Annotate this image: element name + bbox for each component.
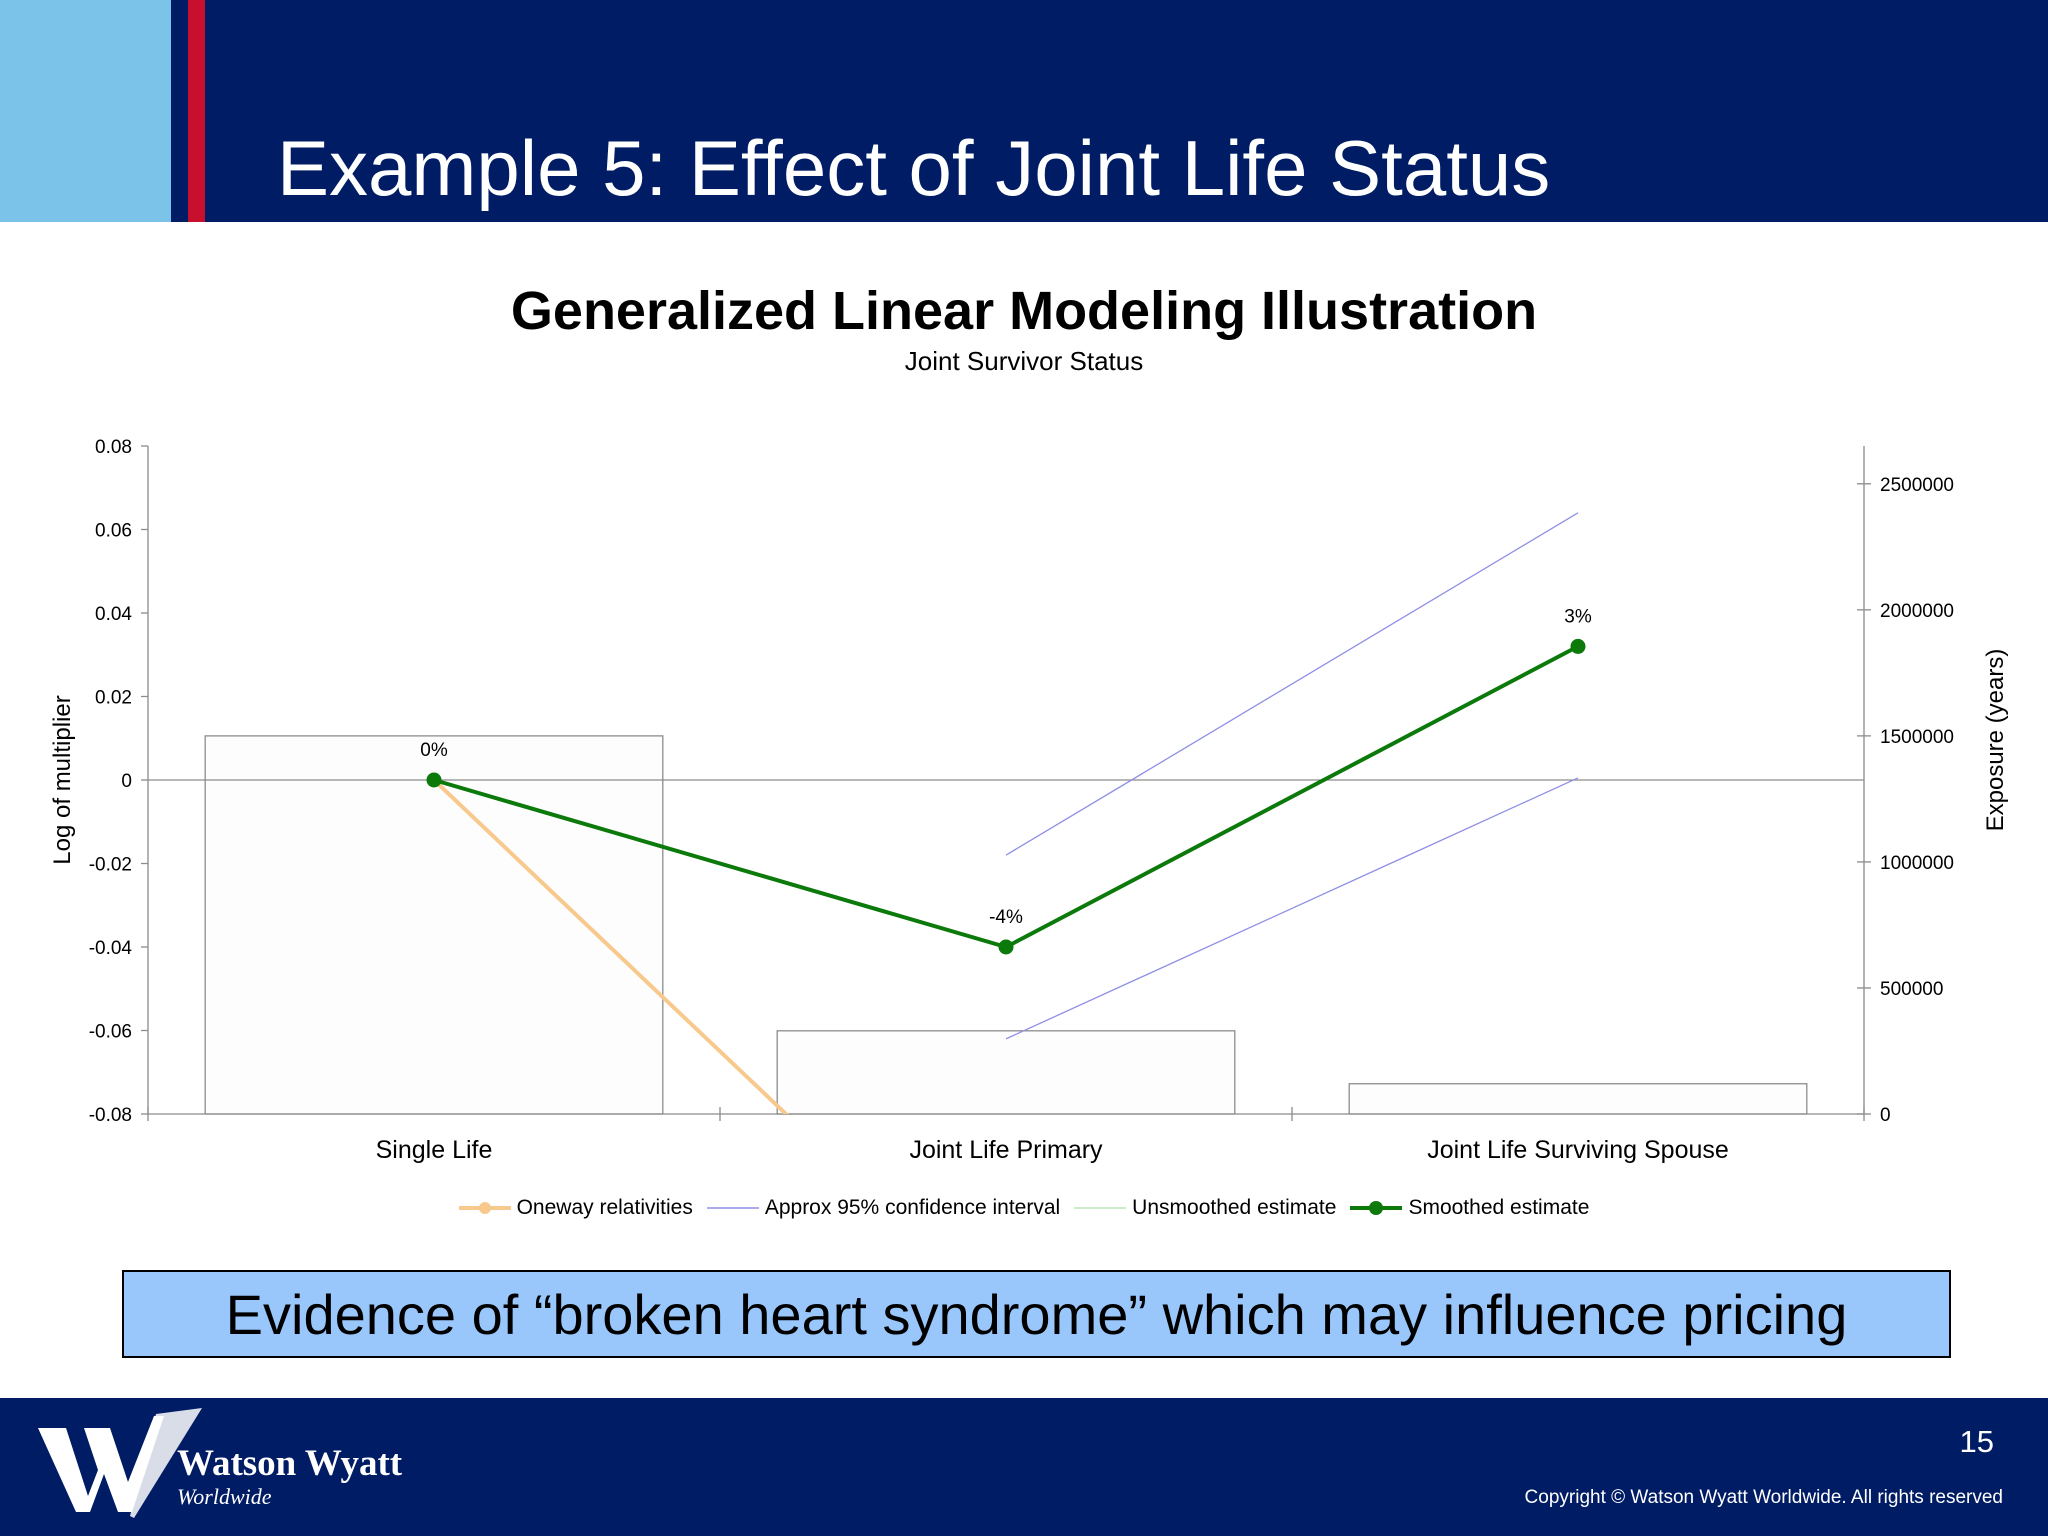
x-tick-label: Joint Life Primary: [909, 1136, 1103, 1164]
slide-title: Example 5: Effect of Joint Life Status: [277, 124, 1551, 212]
chart-subtitle: Joint Survivor Status: [904, 346, 1144, 376]
accent-block-light-blue: [0, 0, 171, 222]
y-tick-label: 0.06: [95, 521, 132, 542]
y-axis-title: Log of multiplier: [49, 695, 76, 864]
legend-label-oneway: Oneway relativities: [516, 1196, 693, 1219]
data-label: 3%: [1564, 606, 1592, 627]
y2-tick-label: 500000: [1880, 979, 1943, 1000]
y2-tick-label: 2000000: [1880, 601, 1954, 622]
y-tick-label: 0: [121, 771, 132, 792]
y-tick-label: -0.06: [89, 1022, 132, 1043]
x-tick-label: Single Life: [376, 1136, 493, 1164]
exposure-bar: [776, 1030, 1236, 1115]
legend-swatch-oneway: [458, 1202, 511, 1214]
logo-name: Watson Wyatt: [177, 1443, 403, 1484]
logo-subtitle: Worldwide: [177, 1484, 272, 1509]
legend-label-unsmoothed: Unsmoothed estimate: [1132, 1196, 1337, 1219]
title-bar: [0, 0, 2048, 222]
y2-tick-label: 0: [1880, 1105, 1891, 1126]
exposure-bar: [204, 735, 664, 1115]
chart-legend: Oneway relativities Approx 95% confidenc…: [0, 1196, 2048, 1220]
chart-title: Generalized Linear Modeling Illustration: [510, 281, 1538, 341]
legend-item-confidence: Approx 95% confidence interval: [706, 1196, 1061, 1220]
legend-item-oneway: Oneway relativities: [458, 1196, 693, 1220]
legend-label-smoothed: Smoothed estimate: [1408, 1196, 1590, 1219]
y-tick-label: 0.08: [95, 437, 132, 458]
series-line-ci-lower: [1005, 777, 1579, 1040]
x-tick-label: Joint Life Surviving Spouse: [1427, 1136, 1729, 1164]
y2-tick-label: 2500000: [1880, 475, 1954, 496]
data-label: 0%: [420, 740, 448, 761]
y-tick-label: 0.04: [95, 604, 132, 625]
y-tick-label: 0.02: [95, 688, 132, 709]
watson-wyatt-logo-icon: [38, 1408, 202, 1518]
y2-tick-label: 1500000: [1880, 727, 1954, 748]
y2-axis-title: Exposure (years): [1982, 649, 2009, 832]
legend-swatch-confidence: [706, 1207, 759, 1209]
series-line-oneway: [432, 778, 789, 1114]
callout-text: Evidence of “broken heart syndrome” whic…: [225, 1282, 1848, 1346]
legend-swatch-smoothed: [1350, 1201, 1403, 1215]
series-line-ci-upper: [1005, 512, 1579, 856]
legend-item-unsmoothed: Unsmoothed estimate: [1074, 1196, 1336, 1220]
accent-stripe-red: [188, 0, 205, 222]
y-tick-label: -0.04: [89, 938, 133, 959]
footer-bar: [0, 1398, 2048, 1536]
data-label: -4%: [989, 907, 1023, 928]
legend-swatch-unsmoothed: [1074, 1207, 1127, 1209]
legend-label-confidence: Approx 95% confidence interval: [764, 1196, 1061, 1219]
exposure-bar: [1348, 1083, 1808, 1115]
series-point-smoothed: [998, 939, 1014, 955]
page-number: 15: [1959, 1424, 1994, 1459]
series-point-smoothed: [1570, 638, 1586, 654]
series-point-smoothed: [426, 772, 442, 788]
callout-box: Evidence of “broken heart syndrome” whic…: [122, 1270, 1951, 1358]
y2-tick-label: 1000000: [1880, 853, 1954, 874]
copyright-text: Copyright © Watson Wyatt Worldwide. All …: [1524, 1487, 2003, 1508]
y-tick-label: -0.02: [89, 855, 132, 876]
y-tick-label: -0.08: [89, 1105, 132, 1126]
legend-item-smoothed: Smoothed estimate: [1350, 1196, 1589, 1220]
